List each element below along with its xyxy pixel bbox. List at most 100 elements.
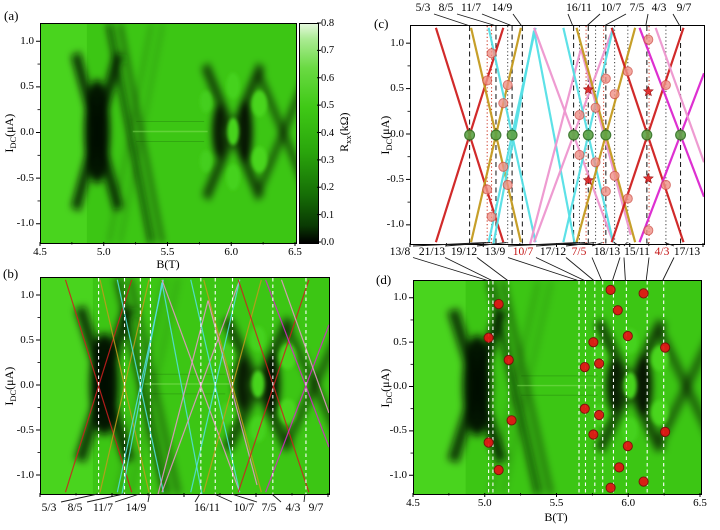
leader-line	[604, 13, 627, 26]
salmon-crossing-dot	[622, 193, 633, 204]
leader-line	[645, 13, 649, 26]
fraction-label-top: 10/7	[600, 2, 622, 14]
fraction-label-bottom-b: 8/5	[67, 502, 83, 514]
red-crossing-dot	[579, 403, 590, 414]
leader-line	[512, 13, 522, 26]
leader-line	[231, 493, 258, 503]
green-zero-bias-dot	[582, 129, 594, 141]
leader-line	[476, 257, 508, 281]
leader-line	[612, 257, 621, 281]
state-line-magenta	[266, 280, 329, 447]
salmon-crossing-dot	[660, 179, 671, 191]
y-tick-label: 0.0	[390, 127, 404, 140]
red-crossing-dot	[594, 409, 605, 421]
fraction-label-bottom-b: 11/7	[92, 502, 114, 514]
y-tick-label: 0.5	[393, 335, 407, 348]
red-star-marker	[642, 85, 654, 97]
leader-line	[114, 493, 140, 503]
fraction-label-bottom-b: 16/11	[194, 502, 220, 514]
fraction-label-middle: 21/13	[418, 246, 446, 258]
green-zero-bias-dot	[490, 129, 502, 141]
panel-b-label: (b)	[3, 266, 19, 281]
colorbar-tick-label: 0.6	[321, 72, 335, 84]
leader-line	[535, 257, 585, 281]
salmon-crossing-dot	[660, 79, 671, 91]
leader-line	[194, 493, 201, 503]
salmon-crossing-dot	[609, 170, 620, 181]
state-line-magenta	[640, 28, 704, 197]
green-zero-bias-dot	[600, 129, 612, 141]
y-tick-label: 1.0	[20, 288, 34, 301]
green-zero-bias-dot	[675, 129, 687, 141]
colorbar-tick-label: 0.4	[321, 127, 335, 139]
leader-line	[591, 257, 603, 281]
salmon-crossing-dot	[643, 34, 654, 45]
state-line-pink	[162, 280, 240, 492]
colorbar-tick-label: 0.2	[321, 182, 335, 194]
y-tick-label: -0.5	[16, 171, 34, 184]
panel-a-x-axis-label: B(T)	[156, 257, 180, 271]
heatmap-image	[41, 24, 297, 243]
fraction-label-middle: 17/12	[539, 246, 567, 258]
state-line-magenta	[640, 73, 704, 242]
y-tick-label: -0.5	[389, 424, 407, 437]
panel-b-heatmap-with-lines	[40, 277, 330, 495]
fraction-label-top: 7/5	[629, 2, 645, 14]
red-crossing-dot	[493, 298, 504, 310]
y-tick-label: 1.0	[393, 291, 407, 304]
state-line-red	[65, 280, 131, 492]
y-tick-label: -1.0	[386, 218, 404, 231]
leader-line	[662, 257, 675, 281]
x-tick-label: 6.0	[224, 246, 239, 258]
red-crossing-dot	[588, 429, 599, 440]
green-zero-bias-dot	[641, 129, 653, 141]
colorbar-tick-label: 0.8	[321, 18, 335, 29]
leader-line	[433, 13, 469, 26]
y-tick-label: -1.0	[16, 468, 34, 481]
fraction-label-bottom-b: 4/3	[285, 502, 301, 514]
leader-line	[565, 257, 595, 281]
red-crossing-dot	[588, 337, 599, 348]
state-line-pink	[530, 49, 581, 245]
y-tick-label: 0.5	[390, 82, 404, 95]
panel-d-label: (d)	[376, 272, 392, 287]
salmon-crossing-dot	[622, 66, 633, 77]
y-tick-label: -0.5	[386, 172, 404, 185]
state-line-cyan	[162, 283, 202, 496]
leader-line	[507, 257, 579, 281]
leader-line	[412, 257, 488, 281]
y-tick-label: -1.0	[16, 217, 34, 230]
fraction-label-middle: 19/12	[450, 246, 478, 258]
leader-line	[645, 257, 650, 281]
red-crossing-dot	[614, 462, 625, 473]
fraction-label-middle: 7/5	[571, 246, 587, 258]
green-zero-bias-dot	[506, 129, 518, 141]
y-tick-label: 0.0	[20, 126, 34, 138]
leader-line	[672, 13, 680, 26]
colorbar-tick-label: 0.7	[321, 45, 335, 57]
state-line-pink	[656, 28, 704, 162]
red-crossing-dot	[483, 437, 494, 448]
salmon-crossing-dot	[590, 102, 601, 113]
leader-line	[60, 493, 98, 503]
fraction-label-top: 11/7	[460, 2, 482, 14]
leader-line	[623, 257, 626, 281]
green-zero-bias-dot	[464, 129, 476, 141]
salmon-crossing-dot	[643, 225, 654, 236]
state-line-olive	[204, 280, 262, 492]
red-crossing-dot	[503, 354, 514, 366]
fraction-label-middle: 15/11	[624, 246, 650, 258]
red-star-marker	[582, 174, 594, 186]
fraction-label-top: 9/7	[676, 2, 692, 14]
leader-line	[586, 13, 601, 26]
salmon-crossing-dot	[486, 48, 497, 59]
colorbar-tick-label: 0.1	[321, 209, 335, 221]
state-line-cyan	[191, 280, 240, 492]
fraction-label-bottom-b: 9/7	[308, 502, 324, 514]
state-line-pink	[281, 280, 329, 413]
salmon-crossing-dot	[498, 161, 509, 172]
state-line-red	[238, 280, 309, 492]
fraction-label-top: 16/11	[566, 2, 592, 14]
fraction-label-bottom-b: 5/3	[41, 502, 57, 514]
